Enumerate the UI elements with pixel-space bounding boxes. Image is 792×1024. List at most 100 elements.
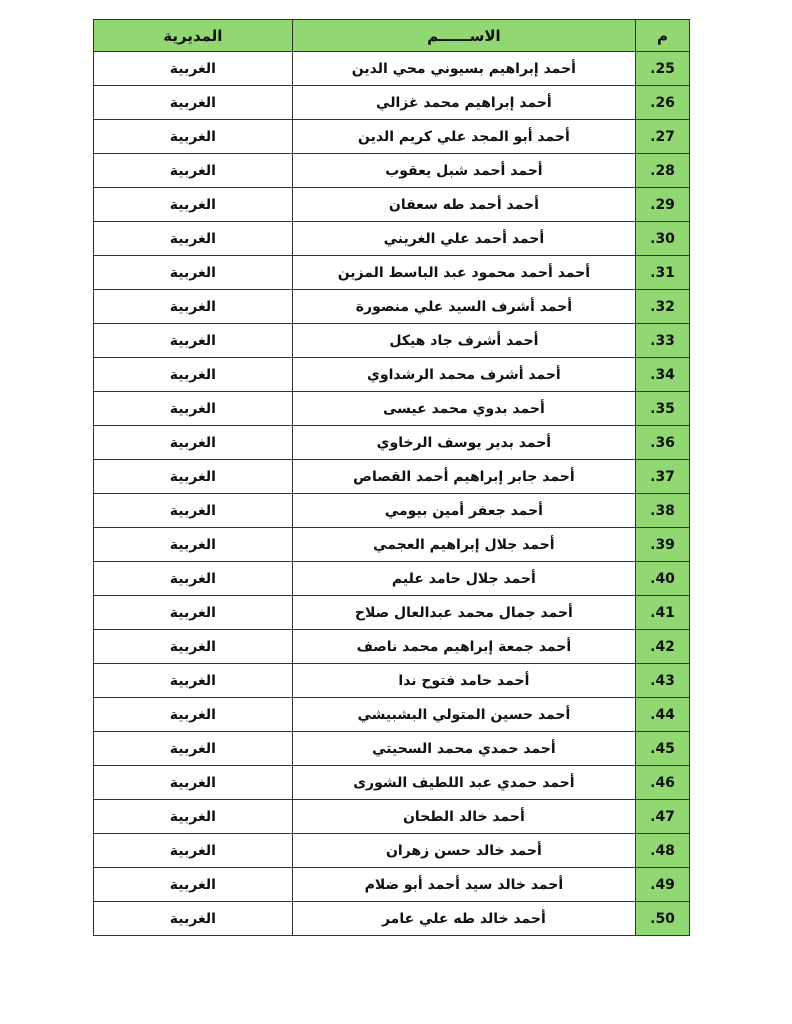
row-name: أحمد بدوي محمد عيسى <box>291 391 637 426</box>
row-directorate: الغربية <box>93 663 293 698</box>
row-directorate: الغربية <box>93 425 293 460</box>
row-name: أحمد أحمد شبل يعقوب <box>291 153 637 188</box>
table-row: .33 أحمد أشرف جاد هيكل الغربية <box>93 323 690 358</box>
row-directorate: الغربية <box>93 289 293 324</box>
row-name: أحمد خالد سيد أحمد أبو ضلام <box>291 867 637 902</box>
row-directorate: الغربية <box>93 867 293 902</box>
names-table: م الاســــــم المديرية .25 أحمد إبراهيم ب… <box>93 19 690 936</box>
row-directorate: الغربية <box>93 493 293 528</box>
row-number-cell: .32 <box>635 289 690 324</box>
row-number: .47 <box>650 808 675 825</box>
row-number-cell: .50 <box>635 901 690 936</box>
row-directorate: الغربية <box>93 697 293 732</box>
row-name: أحمد حمدي محمد السحيتي <box>291 731 637 766</box>
row-number: .44 <box>650 706 675 723</box>
row-number: .50 <box>650 910 675 927</box>
row-number: .30 <box>650 230 675 247</box>
row-directorate: الغربية <box>93 629 293 664</box>
row-directorate: الغربية <box>93 459 293 494</box>
row-number-cell: .35 <box>635 391 690 426</box>
row-directorate: الغربية <box>93 323 293 358</box>
table-row: .45 أحمد حمدي محمد السحيتي الغربية <box>93 731 690 766</box>
row-directorate: الغربية <box>93 595 293 630</box>
table-row: .40 أحمد جلال حامد عليم الغربية <box>93 561 690 596</box>
row-number-cell: .44 <box>635 697 690 732</box>
row-directorate: الغربية <box>93 527 293 562</box>
row-name: أحمد خالد حسن زهران <box>291 833 637 868</box>
row-name: أحمد أشرف جاد هيكل <box>291 323 637 358</box>
row-number-cell: .37 <box>635 459 690 494</box>
row-number-cell: .40 <box>635 561 690 596</box>
table-row: .25 أحمد إبراهيم بسيوني محي الدين الغربية <box>93 51 690 86</box>
row-name: أحمد أبو المجد علي كريم الدين <box>291 119 637 154</box>
table-row: .47 أحمد خالد الطحان الغربية <box>93 799 690 834</box>
header-row: م الاســــــم المديرية <box>93 19 690 52</box>
row-name: أحمد جعفر أمين بيومي <box>291 493 637 528</box>
table-row: .44 أحمد حسين المتولي البشبيشي الغربية <box>93 697 690 732</box>
row-number-cell: .43 <box>635 663 690 698</box>
row-number-cell: .49 <box>635 867 690 902</box>
row-name: أحمد إبراهيم بسيوني محي الدين <box>291 51 637 86</box>
table-row: .32 أحمد أشرف السيد علي منصورة الغربية <box>93 289 690 324</box>
row-name: أحمد إبراهيم محمد غزالي <box>291 85 637 120</box>
row-number: .33 <box>650 332 675 349</box>
row-number-cell: .27 <box>635 119 690 154</box>
table-row: .29 أحمد أحمد طه سعفان الغربية <box>93 187 690 222</box>
row-number-cell: .42 <box>635 629 690 664</box>
row-name: أحمد جمعة إبراهيم محمد ناصف <box>291 629 637 664</box>
table-row: .34 أحمد أشرف محمد الرشداوي الغربية <box>93 357 690 392</box>
row-number: .32 <box>650 298 675 315</box>
row-name: أحمد خالد الطحان <box>291 799 637 834</box>
row-number-cell: .36 <box>635 425 690 460</box>
table-row: .35 أحمد بدوي محمد عيسى الغربية <box>93 391 690 426</box>
row-number: .29 <box>650 196 675 213</box>
row-directorate: الغربية <box>93 153 293 188</box>
row-number: .34 <box>650 366 675 383</box>
header-name: الاســــــم <box>291 19 637 52</box>
row-directorate: الغربية <box>93 187 293 222</box>
row-number-cell: .39 <box>635 527 690 562</box>
table-row: .37 أحمد جابر إبراهيم أحمد القصاص الغربية <box>93 459 690 494</box>
row-directorate: الغربية <box>93 255 293 290</box>
row-name: أحمد أحمد علي الغريني <box>291 221 637 256</box>
row-name: أحمد بدير يوسف الرخاوي <box>291 425 637 460</box>
table-row: .36 أحمد بدير يوسف الرخاوي الغربية <box>93 425 690 460</box>
table-row: .49 أحمد خالد سيد أحمد أبو ضلام الغربية <box>93 867 690 902</box>
row-number-cell: .45 <box>635 731 690 766</box>
table-row: .39 أحمد جلال إبراهيم العجمي الغربية <box>93 527 690 562</box>
row-directorate: الغربية <box>93 561 293 596</box>
table-row: .38 أحمد جعفر أمين بيومي الغربية <box>93 493 690 528</box>
row-number-cell: .41 <box>635 595 690 630</box>
row-number: .40 <box>650 570 675 587</box>
row-number: .28 <box>650 162 675 179</box>
row-number-cell: .34 <box>635 357 690 392</box>
row-number-cell: .25 <box>635 51 690 86</box>
table-row: .42 أحمد جمعة إبراهيم محمد ناصف الغربية <box>93 629 690 664</box>
row-number: .27 <box>650 128 675 145</box>
row-directorate: الغربية <box>93 221 293 256</box>
row-name: أحمد حسين المتولي البشبيشي <box>291 697 637 732</box>
row-number: .35 <box>650 400 675 417</box>
row-directorate: الغربية <box>93 731 293 766</box>
row-name: أحمد جلال إبراهيم العجمي <box>291 527 637 562</box>
row-number: .46 <box>650 774 675 791</box>
row-number: .39 <box>650 536 675 553</box>
row-number: .42 <box>650 638 675 655</box>
table-row: .31 أحمد أحمد محمود عبد الباسط المزين الغر… <box>93 255 690 290</box>
row-number-cell: .29 <box>635 187 690 222</box>
row-number-cell: .26 <box>635 85 690 120</box>
row-name: أحمد جلال حامد عليم <box>291 561 637 596</box>
row-name: أحمد جابر إبراهيم أحمد القصاص <box>291 459 637 494</box>
row-number: .45 <box>650 740 675 757</box>
row-name: أحمد أحمد محمود عبد الباسط المزين <box>291 255 637 290</box>
table-row: .26 أحمد إبراهيم محمد غزالي الغربية <box>93 85 690 120</box>
row-name: أحمد خالد طه علي عامر <box>291 901 637 936</box>
table-row: .28 أحمد أحمد شبل يعقوب الغربية <box>93 153 690 188</box>
table-row: .48 أحمد خالد حسن زهران الغربية <box>93 833 690 868</box>
row-name: أحمد جمال محمد عبدالعال صلاح <box>291 595 637 630</box>
row-number-cell: .33 <box>635 323 690 358</box>
row-directorate: الغربية <box>93 799 293 834</box>
row-number: .41 <box>650 604 675 621</box>
row-directorate: الغربية <box>93 357 293 392</box>
row-name: أحمد أشرف محمد الرشداوي <box>291 357 637 392</box>
